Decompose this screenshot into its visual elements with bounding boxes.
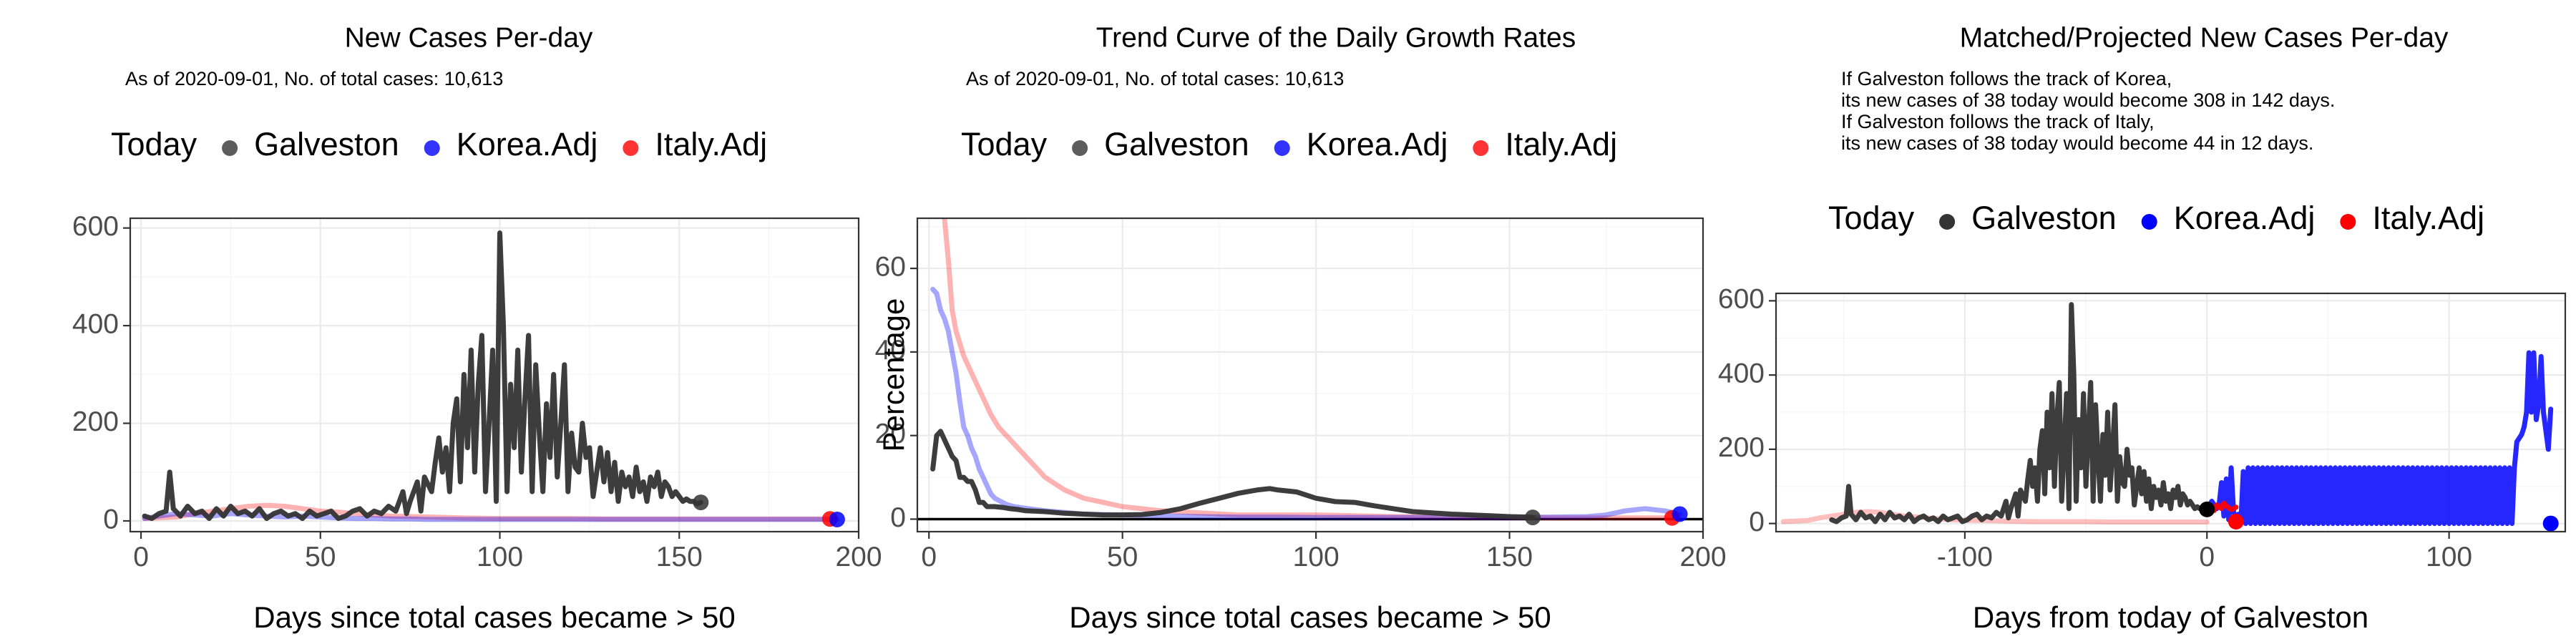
y-axis: 0 20 40 60 — [875, 251, 917, 533]
legend-label-italy: Italy.Adj — [1505, 126, 1617, 162]
series-line-korea — [2204, 350, 2554, 527]
legend-label-italy: Italy.Adj — [655, 126, 767, 162]
x-tick-label: 50 — [305, 542, 336, 572]
y-tick-label: 600 — [1718, 284, 1765, 315]
x-tick-label: 200 — [1679, 542, 1726, 572]
legend-label-italy: Italy.Adj — [2372, 200, 2484, 236]
x-axis: 0 50 100 150 200 — [921, 532, 1727, 572]
chart-subtitle: its new cases of 38 today would become 3… — [1841, 89, 2335, 111]
legend-key-italy — [2340, 214, 2356, 230]
chart-subtitle: If Galveston follows the track of Italy, — [1841, 111, 2155, 132]
series-line-galveston — [1829, 302, 2210, 525]
today-points — [1525, 506, 1688, 526]
legend-title: Today — [1828, 200, 1915, 236]
y-tick-label: 0 — [103, 504, 119, 535]
x-tick-label: 200 — [835, 542, 882, 572]
y-axis: 0 200 400 600 — [1718, 284, 1776, 537]
legend-key-korea — [1274, 140, 1290, 156]
plot-area — [142, 230, 840, 522]
today-points — [2199, 501, 2559, 532]
y-axis-title: Percentage — [877, 298, 910, 452]
today-point-galveston — [2199, 501, 2215, 517]
chart-1: New Cases Per-day As of 2020-09-01, No. o… — [72, 22, 882, 634]
today-point-korea — [829, 511, 845, 527]
today-points — [693, 494, 845, 527]
chart-subtitle: its new cases of 38 today would become 4… — [1841, 132, 2313, 154]
chart-title: New Cases Per-day — [345, 22, 593, 53]
y-tick-label: 0 — [890, 502, 906, 533]
today-point-galveston — [693, 494, 709, 511]
chart-title: Trend Curve of the Daily Growth Rates — [1096, 22, 1576, 53]
series-line-galveston — [142, 230, 703, 522]
x-tick-label: 100 — [1293, 542, 1340, 572]
y-tick-label: 20 — [875, 419, 906, 449]
legend-label-korea: Korea.Adj — [1307, 126, 1448, 162]
legend-label-galveston: Galveston — [254, 126, 399, 162]
series-line-korea — [142, 511, 840, 522]
legend: Today Galveston Korea.Adj Italy.Adj — [961, 126, 1617, 162]
x-tick-label: 0 — [2199, 542, 2215, 572]
legend: Today Galveston Korea.Adj Italy.Adj — [111, 126, 767, 162]
legend-key-galveston — [222, 140, 238, 156]
chart-subtitle: As of 2020-09-01, No. of total cases: 10… — [966, 68, 1344, 89]
y-tick-label: 0 — [1749, 507, 1765, 537]
plot-area — [917, 218, 1703, 521]
legend-label-galveston: Galveston — [1971, 200, 2117, 236]
x-tick-label: 50 — [1107, 542, 1138, 572]
today-point-korea — [1672, 506, 1688, 522]
legend-key-korea — [2141, 214, 2157, 230]
series-line-galveston — [930, 429, 1536, 520]
plot-panel — [917, 218, 1703, 532]
x-axis-title: Days from today of Galveston — [1973, 600, 2368, 634]
chart-3: Matched/Projected New Cases Per-day If Ga… — [1718, 22, 2567, 634]
legend-key-galveston — [1939, 214, 1956, 230]
today-point-korea — [2542, 515, 2559, 532]
y-tick-label: 200 — [1718, 432, 1765, 463]
x-tick-label: 150 — [1486, 542, 1533, 572]
chart-2: Trend Curve of the Daily Growth Rates As … — [875, 22, 1727, 634]
y-tick-label: 400 — [72, 308, 119, 339]
x-tick-label: 150 — [656, 542, 703, 572]
chart-subtitle: As of 2020-09-01, No. of total cases: 10… — [125, 68, 503, 89]
x-tick-label: 0 — [133, 542, 149, 572]
today-point-galveston — [1525, 509, 1541, 526]
x-tick-label: 100 — [2426, 542, 2472, 572]
x-axis: 0 50 100 150 200 — [133, 532, 882, 572]
plot-area — [1780, 302, 2554, 527]
legend-title: Today — [961, 126, 1048, 162]
legend: Today Galveston Korea.Adj Italy.Adj — [1828, 200, 2484, 236]
panel-border — [1775, 292, 2567, 533]
legend-key-italy — [1473, 140, 1489, 156]
x-tick-label: -100 — [1937, 542, 1993, 572]
y-axis: 0 200 400 600 — [72, 211, 130, 535]
legend-key-korea — [424, 140, 440, 156]
y-tick-label: 200 — [72, 406, 119, 437]
grid — [1776, 293, 2565, 532]
y-tick-label: 600 — [72, 211, 119, 242]
legend-label-galveston: Galveston — [1104, 126, 1249, 162]
legend-key-galveston — [1072, 140, 1088, 156]
legend-title: Today — [111, 126, 197, 162]
chart-title: Matched/Projected New Cases Per-day — [1960, 22, 2449, 53]
y-tick-label: 60 — [875, 251, 906, 282]
y-tick-label: 400 — [1718, 358, 1765, 389]
x-axis-title: Days since total cases became > 50 — [1069, 600, 1551, 634]
today-point-italy — [2228, 513, 2244, 530]
x-tick-label: 0 — [921, 542, 937, 572]
y-tick-label: 40 — [875, 335, 906, 366]
legend-label-korea: Korea.Adj — [457, 126, 598, 162]
x-tick-label: 100 — [477, 542, 523, 572]
legend-key-italy — [623, 140, 639, 156]
panel-border — [129, 217, 860, 533]
legend-label-korea: Korea.Adj — [2174, 200, 2316, 236]
panel-border — [916, 217, 1704, 533]
series-line-italy — [142, 502, 833, 522]
x-axis: -100 0 100 — [1937, 532, 2472, 572]
x-axis-title: Days since total cases became > 50 — [253, 600, 736, 634]
chart-subtitle: If Galveston follows the track of Korea, — [1841, 68, 2172, 89]
